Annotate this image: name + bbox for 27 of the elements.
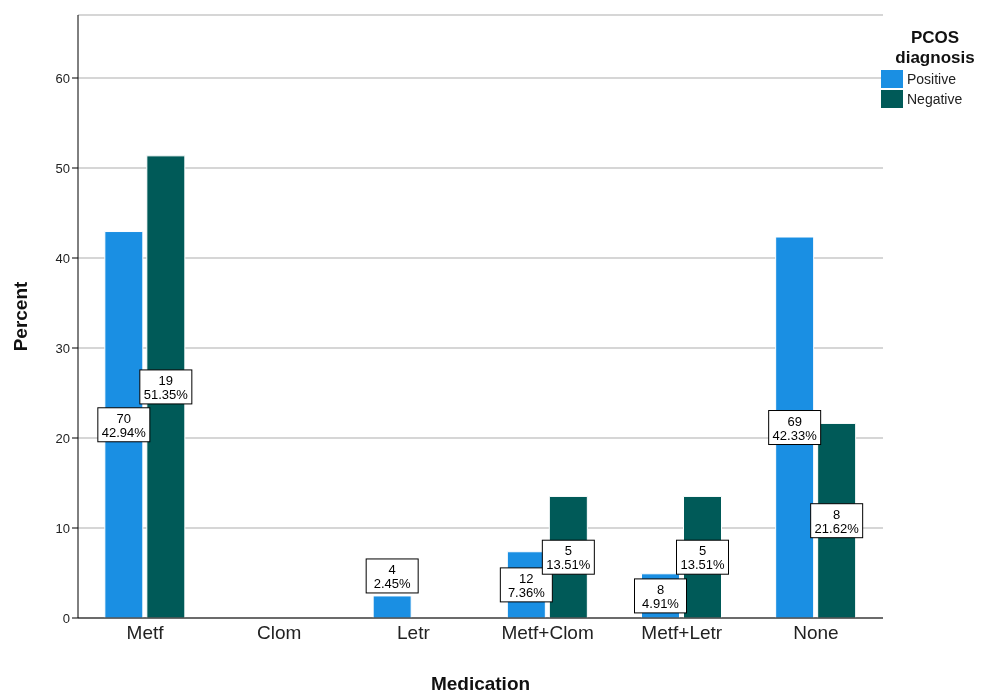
x-tick-label: None <box>793 622 839 644</box>
y-tick-label: 40 <box>55 250 70 266</box>
x-tick-label: Metf+Letr <box>641 622 723 644</box>
x-tick-label: Metf+Clom <box>501 622 594 644</box>
data-label: 5 13.51% <box>680 543 725 573</box>
data-label: 12 7.36% <box>507 570 546 600</box>
y-tick-label: 0 <box>62 610 70 626</box>
x-tick-label: Letr <box>397 622 431 644</box>
y-tick-label: 10 <box>55 520 70 536</box>
data-label: 70 42.94% <box>101 410 147 440</box>
legend-title: PCOS diagnosis <box>894 28 976 68</box>
data-label: 19 51.35% <box>143 372 189 402</box>
x-tick-label: Metf <box>126 622 165 644</box>
y-axis-title: Percent <box>9 280 31 352</box>
data-label: 8 21.62% <box>814 506 860 536</box>
y-tick-label: 50 <box>55 160 70 176</box>
x-axis-title: Medication <box>430 673 531 694</box>
data-label: 4 2.45% <box>373 561 412 591</box>
data-label: 69 42.33% <box>772 413 818 443</box>
y-tick-label: 30 <box>55 340 70 356</box>
y-tick-label: 20 <box>55 430 70 446</box>
data-label: 8 4.91% <box>642 581 680 611</box>
data-label: 5 13.51% <box>546 543 591 573</box>
y-tick-label: 60 <box>55 70 70 86</box>
legend-label: Negative <box>907 91 963 107</box>
legend-label: Positive <box>907 71 957 87</box>
x-tick-label: Clom <box>257 622 302 644</box>
